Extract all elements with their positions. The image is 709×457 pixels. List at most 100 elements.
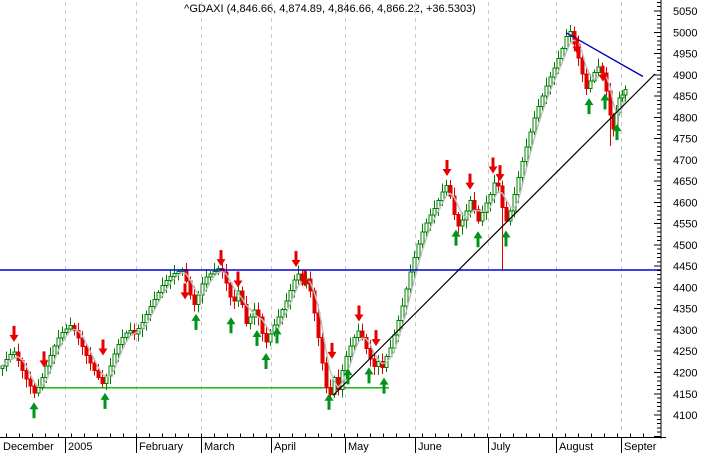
up-candle <box>108 357 113 385</box>
down-candle <box>16 343 21 367</box>
up-candle <box>276 309 281 330</box>
down-candle <box>320 332 325 371</box>
price-tick-label: 4450 <box>673 261 697 273</box>
uptrend-line <box>332 73 656 396</box>
up-candle <box>40 372 45 391</box>
up-arrow-marker <box>191 313 201 330</box>
down-candle <box>448 179 453 200</box>
down-candle <box>232 288 237 309</box>
up-candle <box>376 354 381 375</box>
up-candle <box>164 275 169 294</box>
month-label: August <box>559 441 593 453</box>
up-candle <box>420 223 425 249</box>
month-labels: December 2005 February March April May June Jul… <box>3 441 657 453</box>
up-arrow-marker <box>29 402 39 419</box>
down-arrow-marker <box>598 65 608 82</box>
up-candle <box>412 250 417 278</box>
up-candle <box>124 330 129 341</box>
down-candle <box>328 379 333 400</box>
up-arrow-marker <box>252 329 262 346</box>
up-arrow-marker <box>261 352 271 369</box>
price-tick-label: 4500 <box>673 240 697 252</box>
up-candle <box>348 337 353 365</box>
down-candle <box>264 324 269 349</box>
up-candle <box>136 324 141 342</box>
up-arrow-marker <box>272 327 282 344</box>
up-arrow-marker <box>226 317 236 334</box>
up-candle <box>180 267 185 276</box>
up-arrow-marker <box>501 230 511 247</box>
down-candle <box>496 177 501 194</box>
down-candle <box>452 187 457 221</box>
down-candle <box>372 354 377 375</box>
price-tick-label: 4200 <box>673 368 697 380</box>
up-candle <box>208 270 213 283</box>
down-arrow-marker <box>300 270 310 287</box>
down-arrow-marker <box>495 165 505 182</box>
up-candle <box>128 322 133 337</box>
down-arrow-marker <box>572 37 582 54</box>
up-arrow-marker <box>379 377 389 394</box>
up-candle <box>296 265 301 285</box>
down-candle <box>32 382 37 399</box>
up-candle <box>352 334 357 353</box>
x-axis <box>0 433 666 453</box>
down-candle <box>260 313 265 342</box>
month-label: March <box>204 441 235 453</box>
candlestick-series <box>0 25 628 400</box>
down-arrow-marker <box>327 342 337 359</box>
up-arrow-marker <box>473 231 483 248</box>
month-label: June <box>418 441 442 453</box>
price-tick-label: 4900 <box>673 70 697 82</box>
down-candle <box>324 356 329 393</box>
down-candle <box>504 199 509 223</box>
price-tick-label: 4250 <box>673 346 697 358</box>
up-candle <box>528 128 533 153</box>
price-tick-label: 5000 <box>673 27 697 39</box>
up-candle <box>12 347 17 359</box>
up-candle <box>424 218 429 239</box>
price-tick-label: 4300 <box>673 325 697 337</box>
down-arrow-marker <box>39 351 49 368</box>
up-candle <box>248 313 253 330</box>
down-candle <box>132 323 137 340</box>
up-arrow-marker <box>612 124 622 141</box>
y-axis <box>654 0 662 439</box>
price-tick-label: 4750 <box>673 134 697 146</box>
month-label: July <box>491 441 511 453</box>
price-tick-label: 4100 <box>673 410 697 422</box>
price-tick-label: 4950 <box>673 49 697 61</box>
up-candle <box>68 317 73 332</box>
down-arrow-marker <box>488 157 498 174</box>
down-arrow-marker <box>465 173 475 190</box>
down-arrow-marker <box>354 305 364 322</box>
up-candle <box>596 58 601 78</box>
up-candle <box>140 313 145 338</box>
up-candle <box>152 291 157 311</box>
up-candle <box>64 323 69 337</box>
down-candle <box>584 66 589 96</box>
up-candle <box>520 157 525 187</box>
up-candle <box>588 73 593 93</box>
down-arrow-marker <box>442 160 452 177</box>
moving-average-line <box>1 39 626 388</box>
price-tick-label: 4850 <box>673 91 697 103</box>
up-candle <box>592 69 597 84</box>
month-label: February <box>139 441 184 453</box>
down-candle <box>364 333 369 355</box>
up-candle <box>444 179 449 195</box>
up-candle <box>284 293 289 318</box>
price-tick-label: 4700 <box>673 155 697 167</box>
up-arrow-marker <box>600 93 610 110</box>
month-label: May <box>348 441 369 453</box>
down-arrow-marker <box>233 271 243 288</box>
up-candle <box>168 270 173 290</box>
price-tick-label: 4150 <box>673 389 697 401</box>
price-tick-label: 4800 <box>673 112 697 124</box>
down-candle <box>456 211 461 234</box>
down-arrow-marker <box>180 283 190 300</box>
buy-arrows <box>29 93 622 419</box>
month-label: December <box>3 441 54 453</box>
up-candle <box>196 291 201 313</box>
